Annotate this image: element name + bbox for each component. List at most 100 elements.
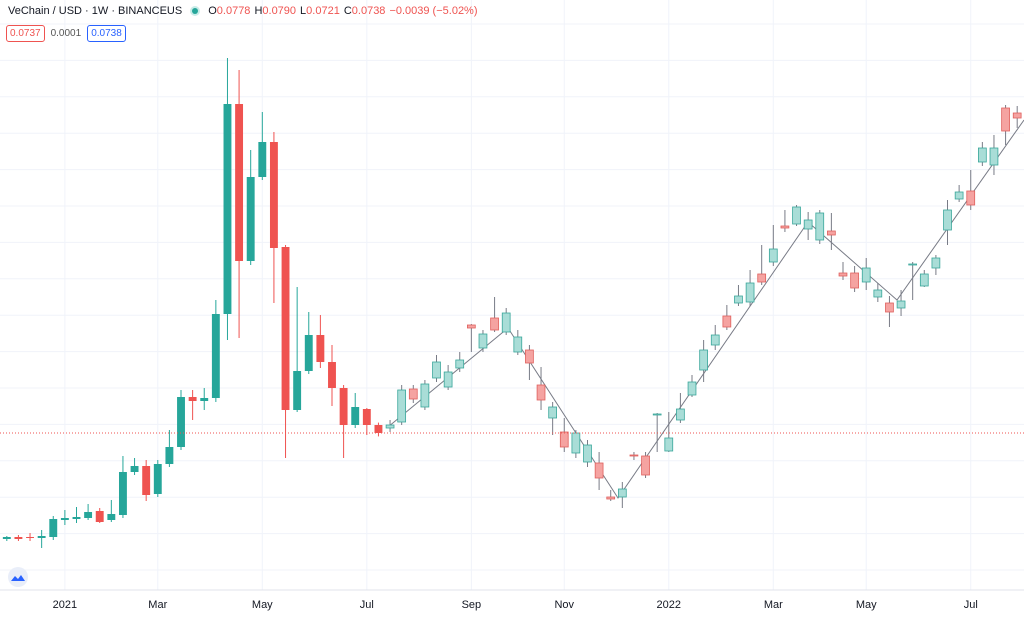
candle-body [246,177,255,261]
candle-body [699,349,708,371]
x-tick-label: 2021 [53,599,77,611]
candle-body [443,371,453,388]
x-tick-label: May [252,599,273,611]
candle-body [536,384,546,401]
candle-body [2,537,11,539]
ohlc-close: C0.0738 [344,5,386,17]
candle-body [420,383,430,408]
candle-body [780,225,790,229]
label: O [208,5,217,17]
candle-body [919,273,929,287]
candle-body [722,315,732,328]
candle-body [792,206,801,225]
candle-body [629,454,639,457]
x-tick-label: Sep [462,599,482,611]
x-tick-label: Mar [764,599,783,611]
candle-body [49,519,58,537]
candle-body [351,407,360,425]
candle-body [397,389,407,423]
label: H [254,5,263,17]
x-tick-label: Jul [964,599,978,611]
label: C [343,5,352,17]
candle-body [850,272,859,289]
candle-body [385,424,395,429]
candle-body [177,397,185,447]
candle-body [316,335,325,362]
candle-body [838,272,848,277]
candle-body [72,517,81,519]
candle-body [107,514,116,520]
value: 0.0721 [306,5,340,17]
candle-body [95,511,104,522]
candle-body [258,142,267,177]
candles [2,58,1022,548]
x-tick-label: Jul [360,599,374,611]
candle-body [594,462,604,479]
candle-body [966,190,976,206]
status-dot [192,8,199,14]
candle-body [606,496,616,500]
logo-mark [11,575,25,581]
candle-body [153,464,162,494]
candle-body [1012,112,1022,119]
candle-body [641,455,650,476]
candle-body [989,147,999,166]
order-badges: 0.0737 0.0001 0.0738 [6,25,126,42]
spread: 0.0001 [50,28,82,39]
candle-body [757,273,767,283]
candle-body [362,409,371,425]
candle-body [293,371,302,410]
candle-body [432,361,441,379]
x-tick-label: 2022 [657,599,681,611]
candle-body [873,289,883,298]
candle-body [328,362,336,388]
x-tick-label: Mar [148,599,167,611]
candle-body [676,408,685,421]
ohlc-low: L0.0721 [300,5,340,17]
candle-body [26,537,34,538]
candle-body [583,444,592,463]
pattern-line [387,119,1024,499]
sell-price[interactable]: 0.0737 [6,25,45,42]
logo[interactable] [8,567,28,587]
candle-body [118,472,127,515]
candle-body [734,295,743,304]
value: 0.0778 [216,5,251,17]
candle-body [954,191,964,200]
value: 0.0738 [351,5,386,17]
candle-body [188,397,197,401]
candle-body [978,147,987,163]
candle-body [687,381,697,396]
value: 0.0790 [262,5,297,17]
candle-body [571,432,581,454]
candle-body [37,536,46,538]
x-tick-label: May [856,599,877,611]
candle-body [664,437,674,452]
candle-body [455,359,465,369]
buy-price[interactable]: 0.0738 [87,25,126,42]
candle-body [200,398,209,401]
candle-body [885,302,894,313]
candle-body [1001,107,1010,132]
candle-body [896,300,906,309]
symbol[interactable]: VeChain / USD · 1W · BINANCEUS [8,5,183,17]
x-tick-label: Nov [554,599,574,611]
label: L [300,5,307,17]
candle-body [803,219,813,230]
candle-body [490,317,499,331]
candle-body [559,431,569,448]
candle-body [281,247,290,410]
candle-body [211,314,220,398]
candle-body [861,267,871,283]
candle-body [223,104,232,314]
candle-body [374,425,383,433]
candle-body [165,447,174,464]
candle-body [617,488,627,498]
candle-body [908,263,918,266]
candle-body [501,312,511,333]
candle-body [60,518,69,520]
candle-body [142,466,151,495]
candle-body [339,388,348,425]
